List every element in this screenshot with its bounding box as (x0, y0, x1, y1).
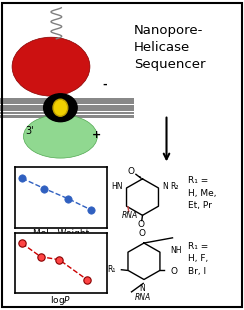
X-axis label: log$\it{P}$: log$\it{P}$ (51, 294, 71, 307)
Text: O: O (170, 267, 177, 276)
Text: R₁ =
H, Me,
Et, Pr: R₁ = H, Me, Et, Pr (188, 176, 216, 210)
Text: O: O (127, 166, 134, 175)
Text: +: + (92, 130, 101, 140)
Circle shape (53, 99, 68, 116)
Bar (0, 112, 134, 114)
Point (20, 241, 24, 246)
Text: O: O (139, 229, 146, 238)
Bar (0, 108, 134, 111)
Ellipse shape (23, 115, 97, 158)
Bar (0, 115, 134, 118)
Bar (0, 98, 134, 101)
Text: Nanopore-
Helicase
Sequencer: Nanopore- Helicase Sequencer (134, 24, 205, 71)
Text: -: - (102, 80, 107, 90)
Text: NH: NH (170, 246, 182, 255)
Point (39, 254, 42, 259)
Text: R₂: R₂ (170, 182, 179, 191)
Text: RNA: RNA (134, 293, 151, 302)
Point (89, 207, 93, 212)
Text: N: N (140, 284, 145, 293)
Text: R₁: R₁ (108, 264, 116, 274)
Point (42, 186, 46, 191)
Text: HN: HN (111, 182, 123, 191)
Text: RNA: RNA (122, 211, 138, 220)
Text: R₁ =
H, F,
Br, I: R₁ = H, F, Br, I (188, 241, 208, 276)
Point (85, 277, 89, 282)
X-axis label: Mol.  Weight: Mol. Weight (33, 229, 89, 238)
Text: 3': 3' (25, 126, 34, 135)
Point (66, 196, 70, 201)
Text: O: O (138, 220, 144, 229)
Ellipse shape (44, 94, 77, 122)
Ellipse shape (12, 37, 90, 96)
Point (57, 257, 61, 262)
Text: N: N (162, 182, 168, 191)
Point (20, 176, 24, 181)
Bar (0, 101, 134, 104)
Bar (0, 105, 134, 108)
